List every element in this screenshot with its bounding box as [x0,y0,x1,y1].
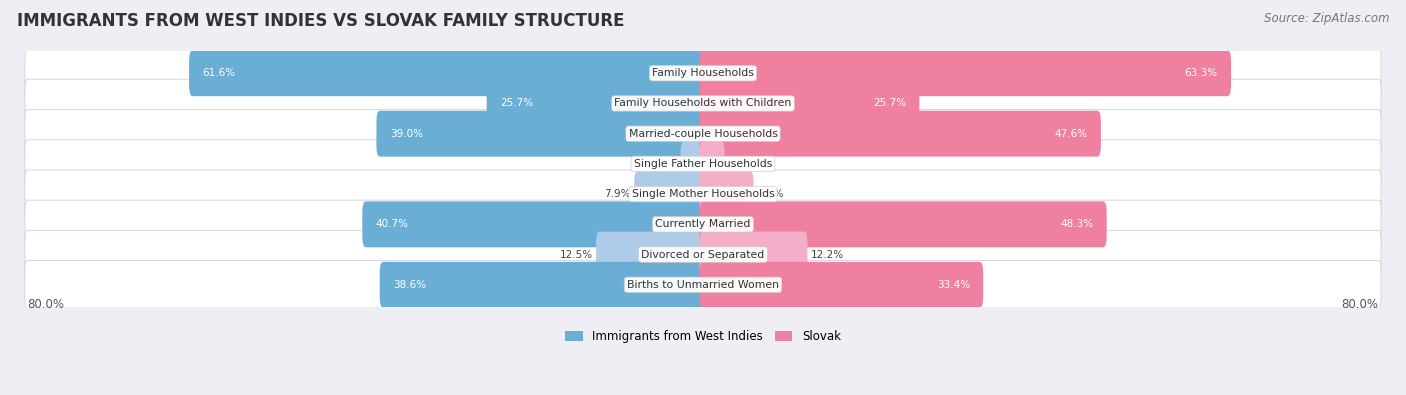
Text: Currently Married: Currently Married [655,219,751,229]
FancyBboxPatch shape [634,171,706,217]
Text: Family Households with Children: Family Households with Children [614,98,792,109]
FancyBboxPatch shape [25,230,1381,279]
FancyBboxPatch shape [700,50,1232,96]
Text: 47.6%: 47.6% [1054,129,1088,139]
Text: 25.7%: 25.7% [501,98,533,109]
Text: 61.6%: 61.6% [202,68,235,78]
Legend: Immigrants from West Indies, Slovak: Immigrants from West Indies, Slovak [561,325,845,348]
FancyBboxPatch shape [700,111,1101,157]
FancyBboxPatch shape [700,171,754,217]
Text: Single Father Households: Single Father Households [634,159,772,169]
FancyBboxPatch shape [25,79,1381,128]
Text: 39.0%: 39.0% [389,129,423,139]
Text: 12.2%: 12.2% [811,250,844,260]
FancyBboxPatch shape [25,49,1381,98]
FancyBboxPatch shape [25,200,1381,248]
Text: 12.5%: 12.5% [560,250,593,260]
FancyBboxPatch shape [700,201,1107,247]
Text: 80.0%: 80.0% [1341,298,1378,311]
FancyBboxPatch shape [25,140,1381,188]
FancyBboxPatch shape [700,141,724,187]
Text: 48.3%: 48.3% [1060,219,1094,229]
Text: Births to Unmarried Women: Births to Unmarried Women [627,280,779,290]
Text: 63.3%: 63.3% [1185,68,1218,78]
Text: 33.4%: 33.4% [936,280,970,290]
FancyBboxPatch shape [188,50,706,96]
Text: 80.0%: 80.0% [28,298,65,311]
Text: Source: ZipAtlas.com: Source: ZipAtlas.com [1264,12,1389,25]
FancyBboxPatch shape [681,141,706,187]
FancyBboxPatch shape [700,231,807,278]
Text: 2.3%: 2.3% [651,159,678,169]
Text: 38.6%: 38.6% [394,280,426,290]
Text: Divorced or Separated: Divorced or Separated [641,250,765,260]
FancyBboxPatch shape [700,262,983,308]
FancyBboxPatch shape [363,201,706,247]
FancyBboxPatch shape [700,81,920,126]
FancyBboxPatch shape [25,109,1381,158]
FancyBboxPatch shape [486,81,706,126]
FancyBboxPatch shape [25,261,1381,309]
Text: 5.7%: 5.7% [756,189,783,199]
Text: 7.9%: 7.9% [605,189,631,199]
FancyBboxPatch shape [596,231,706,278]
Text: 40.7%: 40.7% [375,219,409,229]
FancyBboxPatch shape [380,262,706,308]
Text: Married-couple Households: Married-couple Households [628,129,778,139]
Text: 2.2%: 2.2% [728,159,755,169]
Text: 25.7%: 25.7% [873,98,905,109]
Text: Family Households: Family Households [652,68,754,78]
Text: IMMIGRANTS FROM WEST INDIES VS SLOVAK FAMILY STRUCTURE: IMMIGRANTS FROM WEST INDIES VS SLOVAK FA… [17,12,624,30]
Text: Single Mother Households: Single Mother Households [631,189,775,199]
FancyBboxPatch shape [25,170,1381,218]
FancyBboxPatch shape [377,111,706,157]
